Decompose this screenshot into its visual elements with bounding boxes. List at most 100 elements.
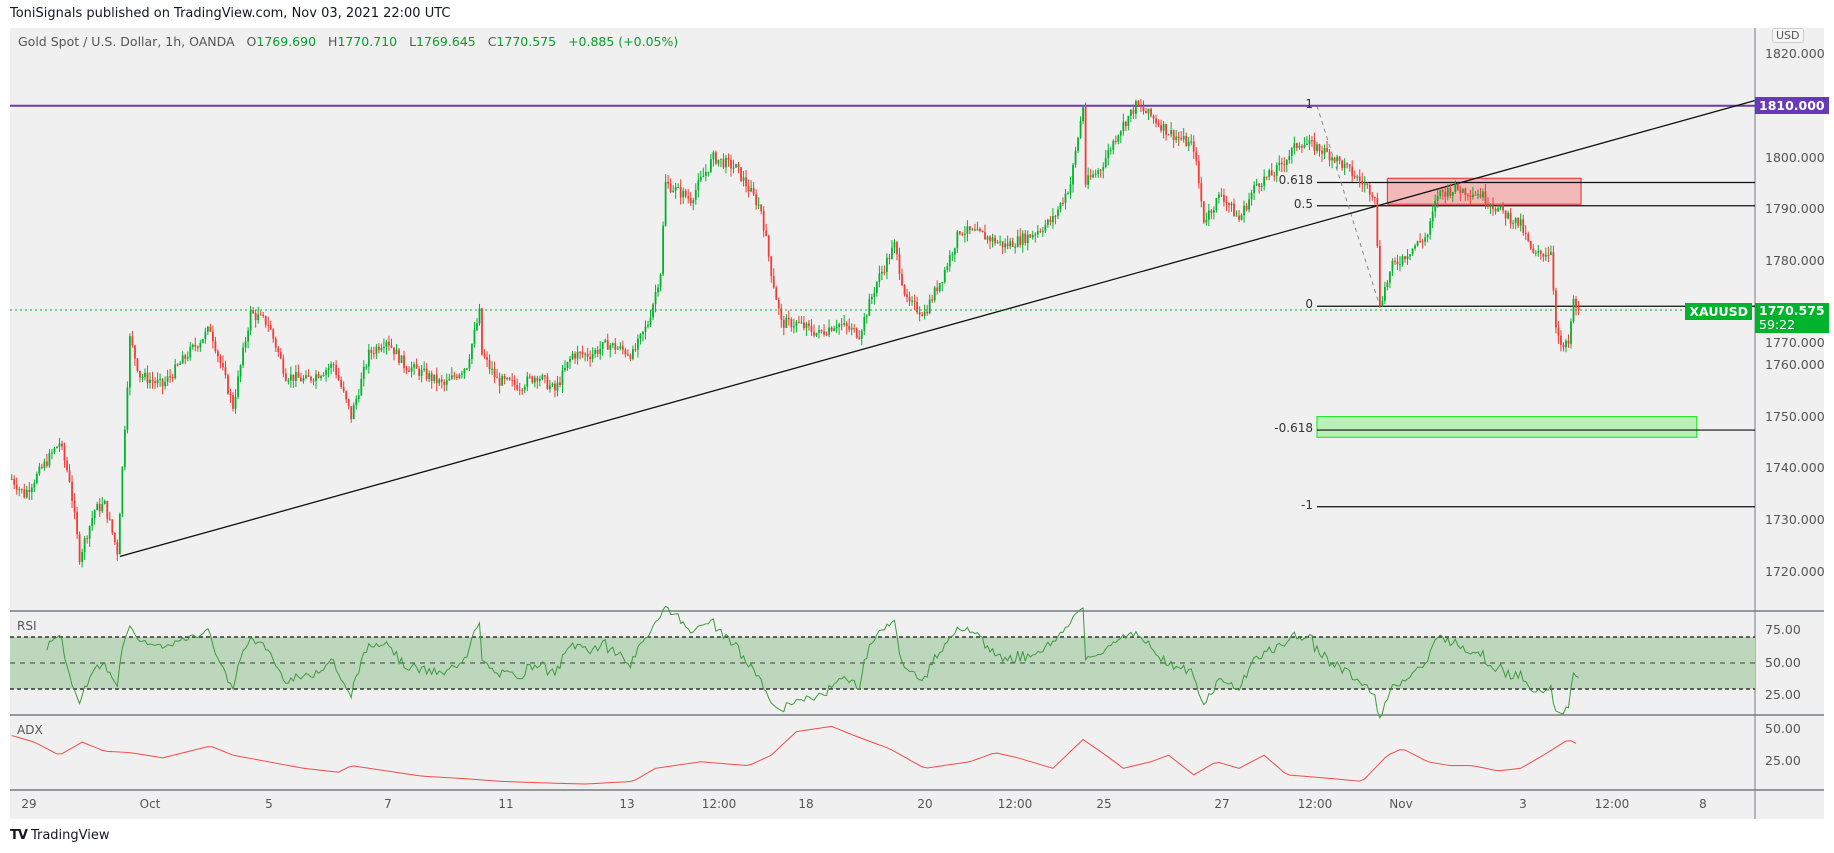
candle-body [380,348,383,351]
adx-label[interactable]: ADX [17,723,43,737]
candle-body [948,255,951,267]
candle-body [66,460,68,471]
candle-body [818,329,820,333]
candle-body [549,385,551,389]
candle-body [274,338,277,348]
candle-body [330,364,333,369]
candle-body [400,355,403,363]
fib-level-label: 1 [1305,96,1313,111]
candle-body [1215,198,1218,211]
candle-body [1122,121,1125,132]
candle-body [820,329,823,332]
candle-body [73,500,76,513]
candle-body [224,367,227,376]
candle-body [1102,167,1105,171]
time-tick: 8 [1699,797,1707,811]
candle-body [1399,264,1401,266]
candle-body [503,375,506,379]
candle-body [996,242,999,244]
candle-body [571,353,574,359]
candle-body [586,353,589,357]
candle-body [1394,260,1396,262]
candle-body [1145,111,1147,114]
candle-body [732,167,735,169]
candle-body [471,343,473,360]
candle-body [360,378,363,396]
low-label: L [409,34,417,49]
candle-body [491,368,493,370]
candle-body [1114,140,1117,142]
candle-body [1285,159,1288,165]
candle-body [1031,235,1034,238]
candle-body [305,375,307,379]
candle-body [792,326,795,328]
candle-body [78,534,81,562]
candle-body [13,478,16,485]
candle-body [164,381,167,387]
candle-body [1212,210,1215,213]
candle-body [1182,136,1185,140]
candle-body [493,368,496,378]
candle-body [1363,183,1366,185]
candle-body [481,308,483,355]
candle-body [1124,121,1127,127]
candle-body [1318,144,1321,151]
candle-body [800,322,803,324]
candle-body [43,461,46,468]
candle-body [1295,143,1298,148]
candle-body [108,518,111,520]
candle-body [1157,123,1160,125]
candle-body [191,344,194,347]
candle-body [762,210,765,231]
candle-body [1386,282,1389,287]
candle-body [212,331,214,342]
candle-body [1331,157,1333,161]
candle-body [460,373,463,375]
candle-body [860,330,863,339]
candle-body [1205,219,1208,223]
price-tick: 1720.000 [1765,564,1825,579]
rsi-label[interactable]: RSI [17,619,37,633]
candle-body [760,204,763,211]
candle-body [694,190,697,200]
candle-body [1009,241,1012,247]
currency-button[interactable]: USD [1772,28,1804,43]
candle-body [1482,191,1484,198]
candle-body [1507,212,1510,219]
candle-body [166,376,169,382]
tradingview-logo[interactable]: TV TradingView [10,828,109,843]
candle-body [508,377,511,380]
candle-body [1351,166,1354,177]
last-price-tag: 1770.575 59:22 [1755,303,1829,333]
candle-body [403,355,405,368]
candle-body [795,321,798,327]
candle-body [1137,100,1140,106]
candle-body [1162,123,1165,131]
candle-body [813,331,815,336]
candle-body [1542,253,1545,257]
candle-body [448,378,451,381]
candle-body [1431,211,1434,222]
candle-body [808,323,810,327]
candle-body [614,343,617,350]
candle-body [1378,245,1381,306]
candle-body [531,376,534,383]
candle-body [1064,193,1067,203]
price-tick: 1760.000 [1765,356,1825,372]
candle-body [111,519,114,533]
candle-body [1052,216,1054,223]
candle-body [307,375,310,377]
candle-body [657,287,659,293]
candle-body [958,231,961,234]
candle-body [204,331,207,340]
candle-body [1142,107,1145,112]
candle-body [1245,205,1248,210]
candle-body [785,317,788,328]
candle-body [742,177,745,181]
candle-body [254,313,257,321]
candle-body [1348,164,1351,167]
candle-body [521,389,524,391]
candle-body [476,323,478,330]
candle-body [923,311,926,316]
